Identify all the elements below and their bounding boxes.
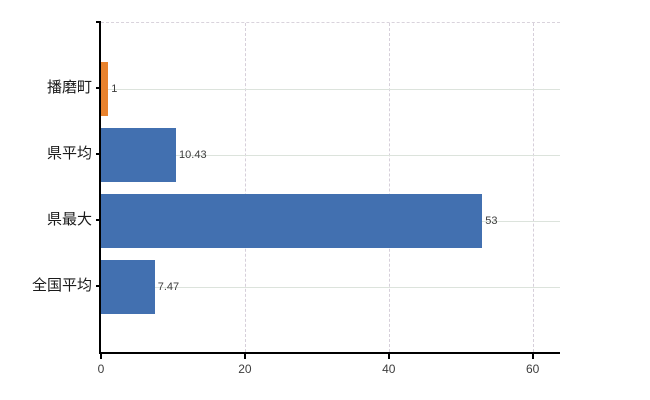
category-label: 県最大 — [46, 211, 92, 228]
y-axis-tick — [96, 219, 101, 221]
bar-value-label: 10.43 — [179, 149, 207, 161]
bar — [101, 194, 483, 248]
plot-area: 1 10.43 53 7.47 — [101, 22, 560, 352]
y-axis-tick — [96, 153, 101, 155]
x-axis-tick — [243, 354, 246, 359]
bar — [101, 260, 155, 314]
x-axis-tick — [531, 354, 534, 359]
vertical-gridline — [532, 23, 534, 352]
x-tick-label: 60 — [525, 362, 540, 376]
x-axis-line — [99, 352, 560, 354]
y-axis-line — [99, 22, 101, 354]
x-tick-label: 0 — [97, 362, 105, 376]
bar-value-label: 1 — [111, 83, 118, 95]
category-label: 播磨町 — [46, 79, 92, 96]
y-axis-tick — [96, 87, 101, 89]
y-axis-tick — [96, 21, 101, 23]
bar — [101, 62, 109, 116]
x-axis-tick — [387, 354, 390, 359]
bar-value-label: 53 — [485, 215, 498, 227]
horizontal-gridline — [101, 89, 560, 90]
x-tick-label: 20 — [238, 362, 252, 376]
vertical-gridline — [388, 23, 390, 352]
bar — [101, 128, 177, 182]
category-label: 県平均 — [46, 145, 92, 162]
vertical-gridline — [244, 23, 246, 352]
x-tick-label: 40 — [382, 362, 396, 376]
x-axis-tick — [100, 354, 102, 359]
bar-value-label: 7.47 — [157, 281, 180, 293]
horizontal-gridline — [101, 155, 560, 156]
category-label: 全国平均 — [31, 277, 92, 294]
y-axis-tick — [96, 285, 101, 287]
horizontal-gridline — [101, 287, 560, 288]
